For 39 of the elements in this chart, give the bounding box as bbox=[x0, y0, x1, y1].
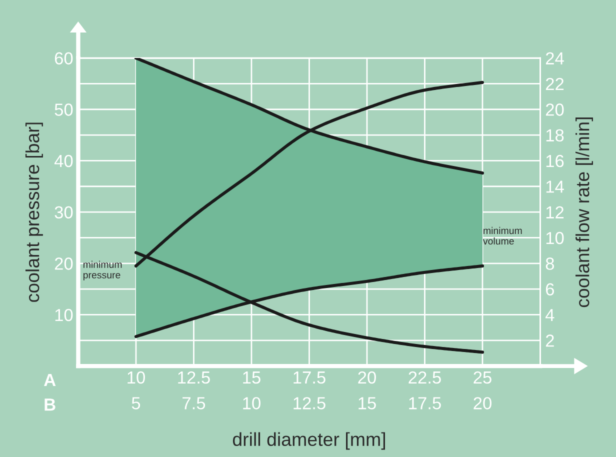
y2-tick-label: 6 bbox=[546, 283, 554, 296]
y2-tick-label: 2 bbox=[546, 334, 554, 347]
text: A bbox=[44, 374, 56, 386]
y2-tick-label: 10 bbox=[546, 232, 564, 244]
x-tick-label: 25 bbox=[474, 371, 492, 384]
x-tick-label: 15 bbox=[243, 372, 260, 384]
x-tick-label: 22.5 bbox=[408, 371, 441, 384]
x-tick-label: 10 bbox=[128, 371, 145, 384]
x2-tick-label: 10 bbox=[243, 397, 260, 410]
y2-tick-label: 12 bbox=[546, 206, 564, 218]
y2-tick-label: 8 bbox=[546, 258, 554, 270]
y-tick-label: 40 bbox=[54, 154, 73, 168]
y-axis-title: coolant pressure [bar] bbox=[25, 122, 43, 302]
y2-tick-label: 18 bbox=[546, 129, 564, 142]
y-tick-label: 60 bbox=[54, 52, 73, 64]
x-tick-label: 20 bbox=[358, 371, 376, 384]
y2-tick-label: 16 bbox=[546, 154, 564, 168]
x-tick-label: 17.5 bbox=[294, 372, 326, 384]
y-tick-label: 50 bbox=[54, 104, 73, 116]
y2-tick-label: 22 bbox=[546, 78, 564, 90]
y2-tick-label: 4 bbox=[545, 309, 554, 322]
x2-tick-label: 17.5 bbox=[409, 397, 441, 410]
text: B bbox=[44, 398, 56, 411]
x-axis-title: drill diameter [mm] bbox=[232, 432, 385, 450]
x2-tick-label: 5 bbox=[132, 397, 140, 410]
y2-tick-label: 14 bbox=[546, 180, 564, 193]
x2-tick-label: 12.5 bbox=[294, 397, 326, 410]
x2-tick-label: 20 bbox=[474, 397, 492, 410]
y-tick-label: 30 bbox=[54, 206, 73, 219]
y-tick-label: 20 bbox=[54, 258, 73, 270]
y2-axis-title: coolant flow rate [l/min] bbox=[576, 118, 593, 308]
annotation: minimum volume bbox=[482, 226, 522, 245]
annotation: minimum pressure bbox=[83, 260, 122, 280]
y2-tick-label: 24 bbox=[546, 52, 564, 64]
x2-tick-label: 15 bbox=[358, 397, 376, 410]
y-tick-label: 10 bbox=[55, 308, 73, 322]
y2-tick-label: 20 bbox=[546, 104, 564, 116]
x-tick-label: 12.5 bbox=[178, 371, 210, 384]
x2-tick-label: 7.5 bbox=[182, 397, 206, 410]
